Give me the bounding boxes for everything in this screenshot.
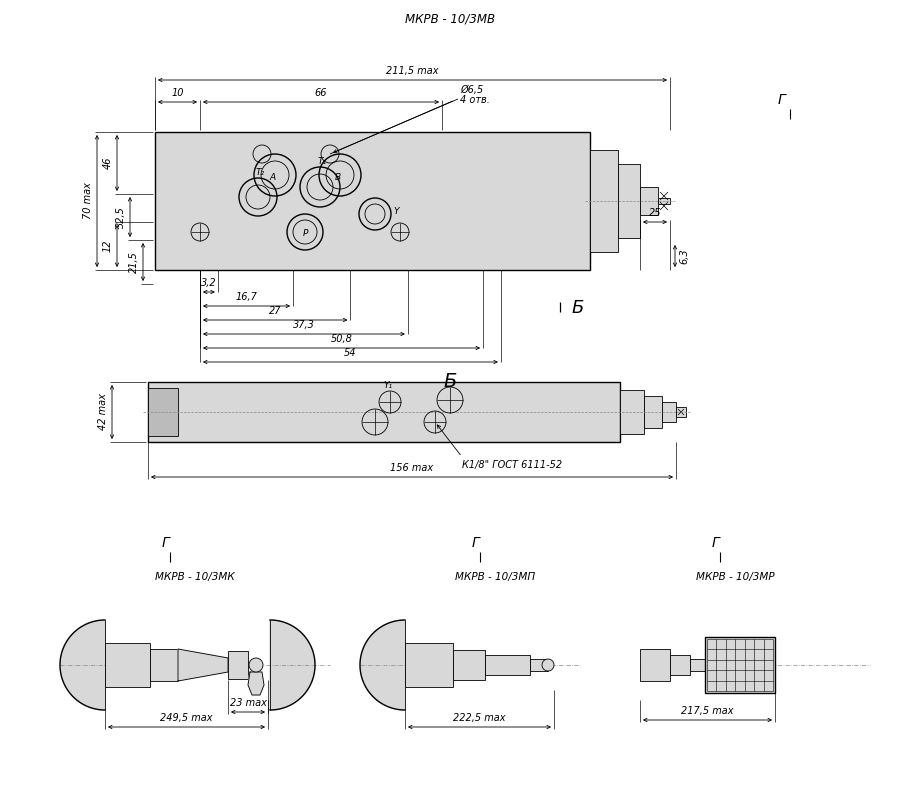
Bar — [105, 643, 150, 687]
Text: 211,5 max: 211,5 max — [386, 66, 439, 76]
Bar — [155, 132, 590, 270]
Text: 217,5 max: 217,5 max — [681, 706, 733, 716]
Text: Y₁: Y₁ — [383, 381, 392, 390]
Text: Г: Г — [471, 536, 479, 550]
Text: 25: 25 — [649, 208, 662, 218]
Bar — [228, 651, 248, 679]
Text: 54: 54 — [344, 348, 356, 358]
Text: 70 max: 70 max — [83, 182, 93, 219]
Text: МКРВ - 10/3МК: МКРВ - 10/3МК — [155, 572, 235, 582]
Text: Б: Б — [444, 372, 456, 391]
Text: К1/8" ГОСТ 6111-52: К1/8" ГОСТ 6111-52 — [462, 460, 562, 470]
Bar — [485, 655, 530, 675]
Text: МКРВ - 10/3МР: МКРВ - 10/3МР — [696, 572, 774, 582]
Text: 32,5: 32,5 — [116, 206, 126, 228]
Text: T₁: T₁ — [318, 157, 327, 166]
Bar — [150, 649, 178, 681]
Circle shape — [542, 659, 554, 671]
Text: Ø6,5: Ø6,5 — [460, 85, 483, 95]
Bar — [148, 382, 620, 442]
Text: 12: 12 — [103, 240, 113, 252]
Text: 50,8: 50,8 — [330, 334, 353, 344]
Bar — [670, 655, 690, 675]
Circle shape — [249, 658, 263, 672]
Text: Г: Г — [161, 536, 169, 550]
Text: P: P — [302, 230, 308, 238]
Bar — [705, 637, 775, 693]
Bar — [640, 187, 658, 215]
Polygon shape — [270, 620, 315, 710]
Bar — [530, 659, 548, 671]
Text: 27: 27 — [269, 306, 282, 316]
Text: Г: Г — [711, 536, 719, 550]
Bar — [676, 407, 686, 417]
Text: 66: 66 — [315, 88, 328, 98]
Bar — [590, 150, 618, 252]
Text: 156 max: 156 max — [391, 463, 434, 473]
Text: Г: Г — [778, 93, 786, 107]
Text: МКРВ - 10/3МП: МКРВ - 10/3МП — [454, 572, 536, 582]
Text: 21,5: 21,5 — [129, 251, 139, 273]
Text: 249,5 max: 249,5 max — [160, 713, 212, 723]
Text: 23 max: 23 max — [230, 698, 266, 708]
Text: 222,5 max: 222,5 max — [454, 713, 506, 723]
Bar — [620, 390, 644, 434]
Bar — [690, 659, 705, 671]
Bar — [662, 402, 676, 422]
Text: 37,3: 37,3 — [293, 320, 315, 330]
Text: Б: Б — [572, 299, 584, 317]
Polygon shape — [248, 672, 264, 695]
Bar — [148, 388, 178, 436]
Text: 42 max: 42 max — [98, 394, 108, 430]
Bar — [618, 164, 640, 238]
Text: 16,7: 16,7 — [236, 292, 257, 302]
Text: B: B — [335, 173, 341, 182]
Polygon shape — [360, 620, 405, 710]
Text: T₂: T₂ — [256, 168, 265, 177]
Text: 3,2: 3,2 — [201, 278, 217, 288]
Bar — [658, 198, 670, 204]
Text: 4 отв.: 4 отв. — [460, 95, 490, 105]
Bar — [453, 650, 485, 680]
Text: 46: 46 — [103, 157, 113, 170]
Polygon shape — [178, 649, 228, 681]
Polygon shape — [60, 620, 105, 710]
Text: 6,3: 6,3 — [679, 248, 689, 264]
Text: 10: 10 — [171, 88, 184, 98]
Text: A: A — [270, 173, 276, 182]
Text: МКРВ - 10/3МВ: МКРВ - 10/3МВ — [405, 13, 495, 26]
Bar — [640, 649, 670, 681]
Bar — [405, 643, 453, 687]
Bar — [644, 396, 662, 428]
Text: Y: Y — [393, 207, 399, 217]
